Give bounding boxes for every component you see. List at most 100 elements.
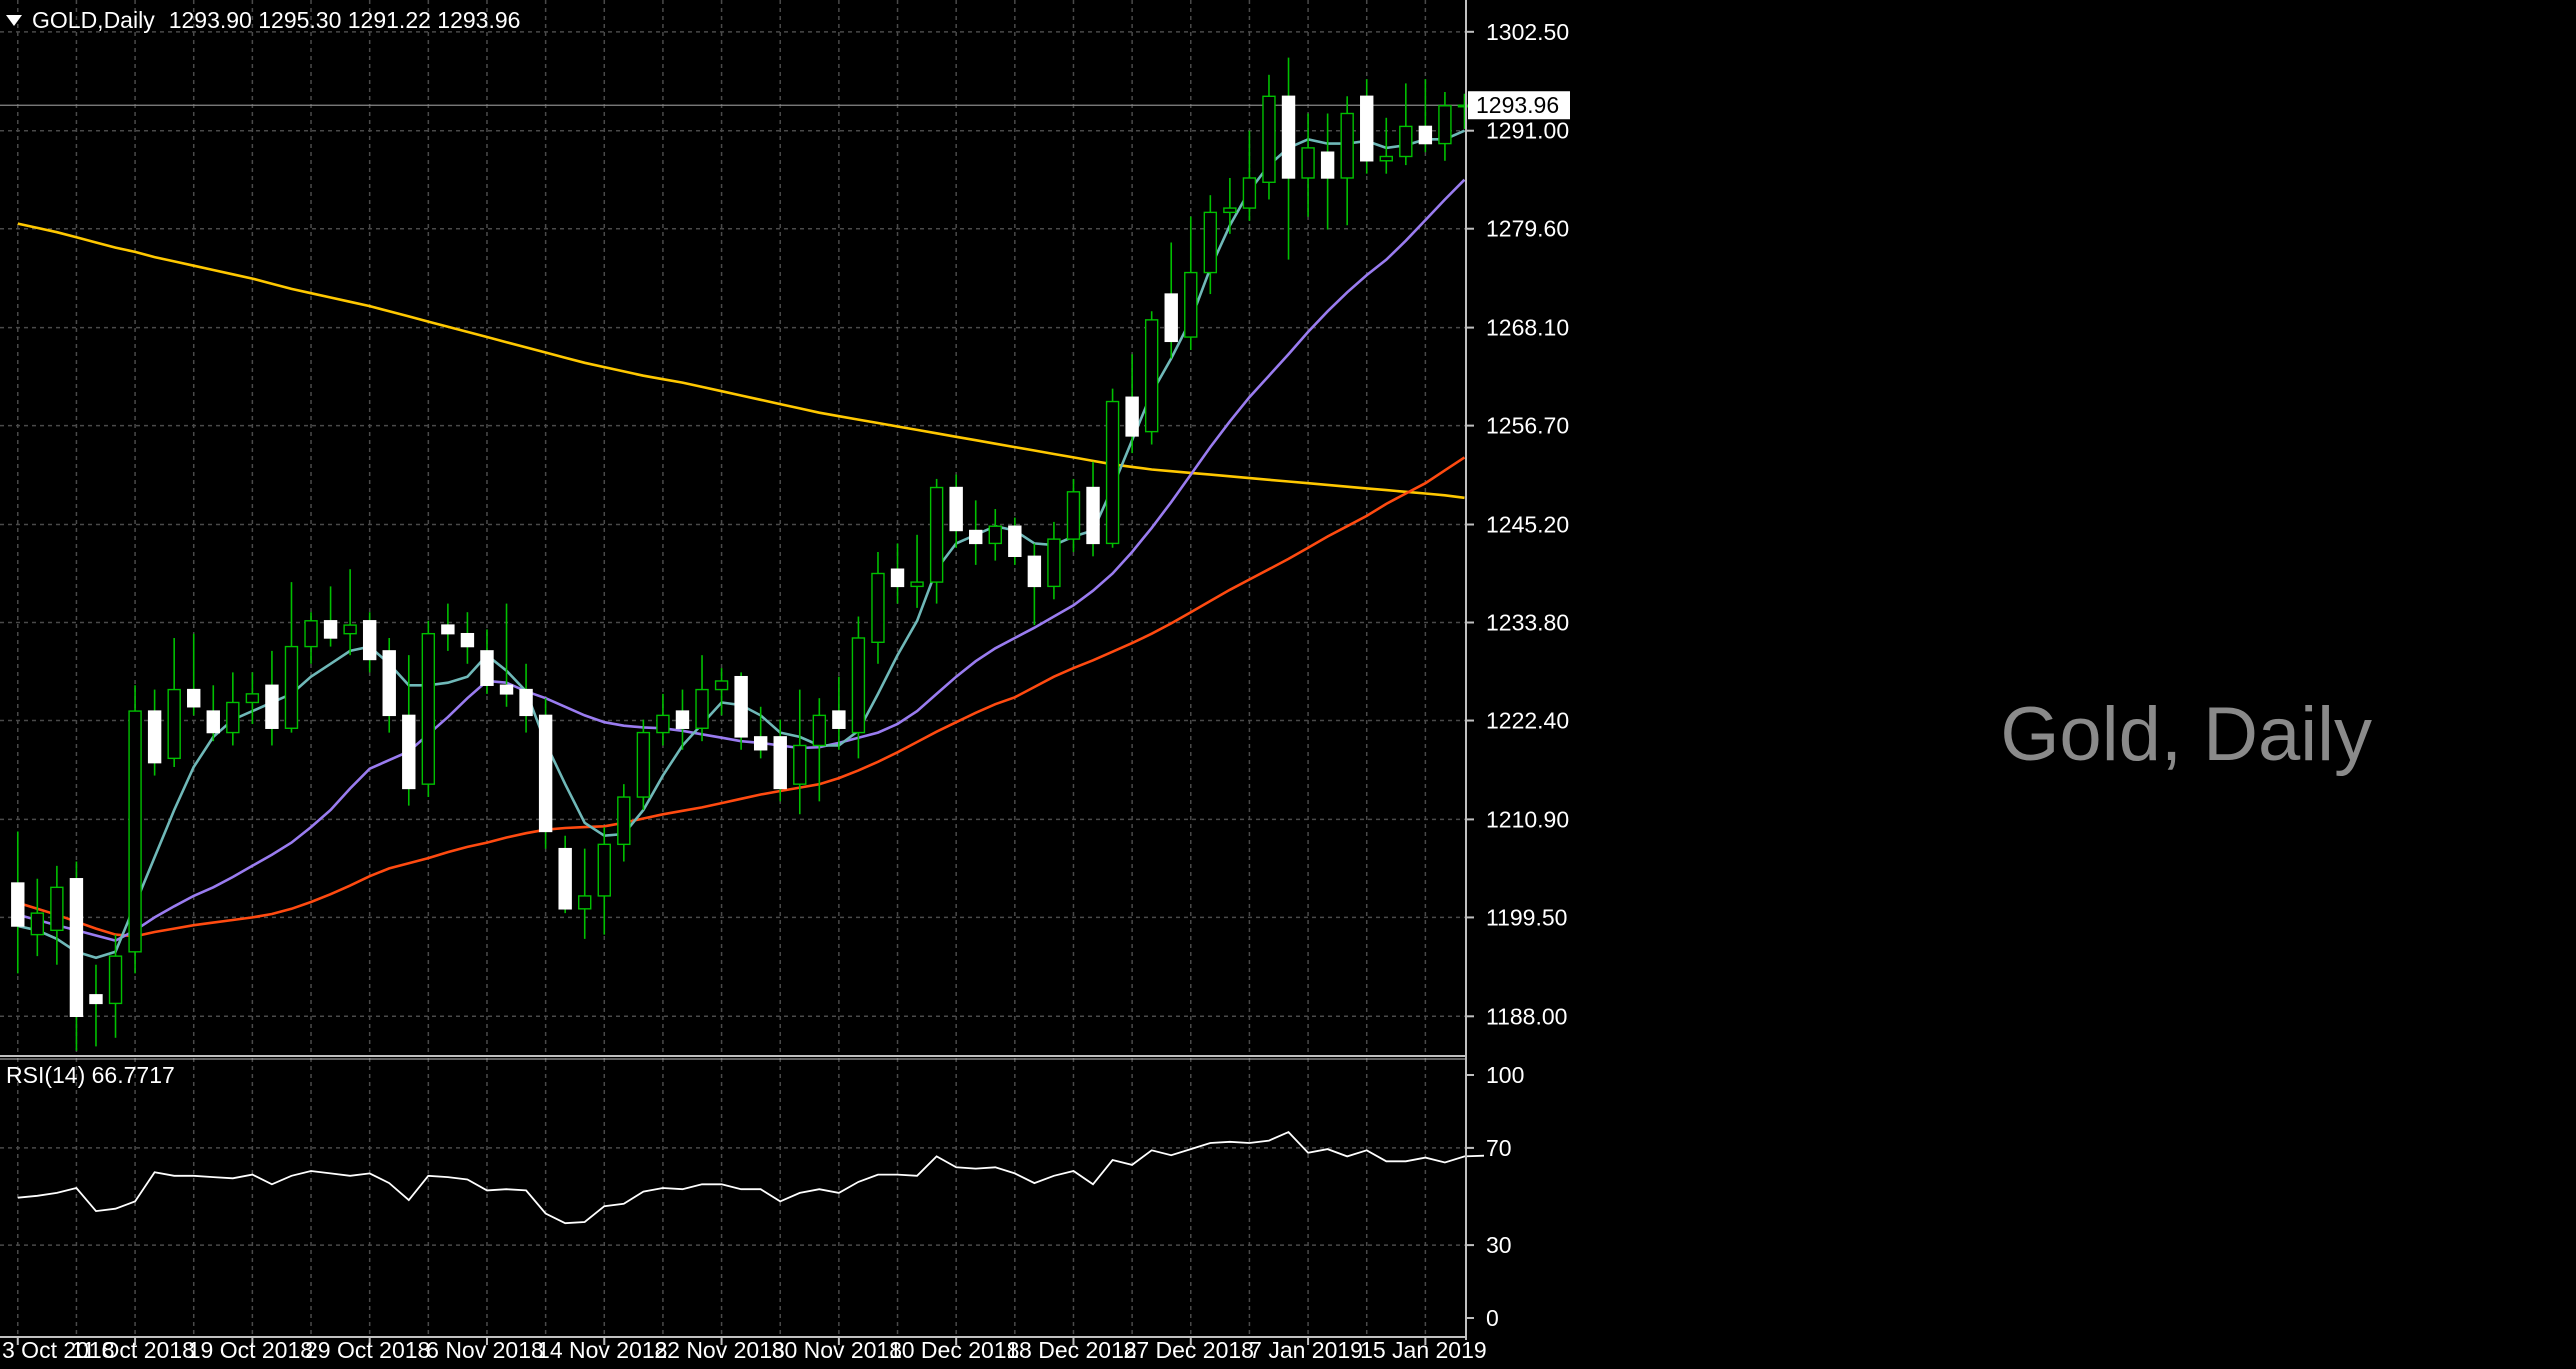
price-tick-label: 1245.20 (1486, 511, 1569, 537)
candle-body-down (832, 710, 846, 729)
candle-body-down (734, 675, 748, 738)
candle-body-up (1184, 271, 1198, 338)
time-tick-label: 14 Nov 2018 (537, 1337, 667, 1363)
price-tick-label: 1222.40 (1486, 708, 1569, 734)
current-price-tag (1468, 91, 1570, 120)
grid-lines (0, 0, 1466, 1335)
candle-body-up (245, 693, 260, 704)
time-tick-label: 3 Oct 2018 (2, 1337, 115, 1363)
candle-body-up (108, 955, 123, 1005)
candle-body-up (851, 637, 866, 734)
moving-average-ma_slow (17, 456, 1466, 938)
candle-body-up (1301, 147, 1315, 179)
time-tick-label: 29 Oct 2018 (305, 1337, 430, 1363)
price-tick-label: 1210.90 (1486, 806, 1569, 832)
candle-body-up (929, 486, 944, 583)
ohlc-values: 1293.90 1295.30 1291.22 1293.96 (168, 6, 521, 33)
candle-body-up (617, 796, 631, 846)
rsi-label: RSI(14) 66.7717 (6, 1062, 175, 1088)
rsi-tick-label: 30 (1486, 1232, 1512, 1258)
moving-average-ma_long (17, 222, 1465, 500)
rsi-indicator (0, 1131, 1485, 1246)
price-tick-label: 1233.80 (1486, 610, 1569, 636)
candle-body-up (1144, 319, 1159, 433)
rsi-tick-label: 100 (1486, 1062, 1524, 1088)
time-tick-label: 27 Dec 2018 (1124, 1337, 1254, 1363)
time-tick-label: 15 Jan 2019 (1360, 1337, 1487, 1363)
candle-body-up (910, 581, 924, 588)
symbol-label: GOLD,Daily (32, 6, 155, 33)
candle-body-down (969, 529, 983, 545)
rsi-tick-label: 0 (1486, 1305, 1499, 1331)
candle-body-down (265, 684, 279, 729)
candle-body-down (147, 710, 162, 764)
time-tick-label: 10 Dec 2018 (889, 1337, 1019, 1363)
candle-body-down (69, 878, 84, 1018)
time-tick-label: 18 Dec 2018 (1006, 1337, 1136, 1363)
candle-body-up (1242, 177, 1257, 209)
chart-watermark: Gold, Daily (2000, 692, 2372, 777)
symbol-info-bar[interactable]: GOLD,Daily 1293.90 1295.30 1291.22 1293.… (4, 4, 520, 36)
candle-body-down (675, 710, 690, 729)
candle-body-down (773, 736, 787, 790)
candle-body-down (362, 620, 377, 661)
candle-body-down (890, 568, 905, 588)
candlesticks (11, 57, 1472, 1051)
candle-body-up (714, 680, 729, 691)
candle-body-down (519, 688, 533, 717)
candle-body-down (11, 882, 25, 927)
candle-body-up (1379, 155, 1393, 162)
candle-body-up (421, 632, 436, 785)
candle-body-up (1340, 112, 1354, 179)
candle-body-down (538, 714, 553, 833)
candle-body-down (1125, 396, 1139, 437)
candle-body-up (988, 525, 1002, 545)
candle-body-down (480, 650, 494, 686)
price-tick-label: 1291.00 (1486, 118, 1569, 144)
time-tick-label: 7 Jan 2019 (1249, 1337, 1363, 1363)
candle-body-up (1262, 95, 1276, 183)
time-tick-label: 22 Nov 2018 (654, 1337, 784, 1363)
candle-body-down (1027, 555, 1042, 588)
candle-body-up (695, 688, 709, 729)
candle-body-down (949, 486, 963, 532)
candle-body-up (1438, 105, 1452, 145)
candle-body-down (1086, 486, 1100, 545)
time-tick-label: 30 Nov 2018 (772, 1337, 902, 1363)
candle-body-up (1223, 207, 1237, 214)
candle-body-down (1281, 95, 1296, 179)
price-tick-label: 1268.10 (1486, 315, 1569, 341)
candle-body-up (167, 688, 181, 760)
candle-body-down (382, 650, 396, 717)
candle-body-down (558, 847, 572, 910)
candle-body-up (304, 620, 318, 648)
price-tick-label: 1188.00 (1486, 1003, 1567, 1029)
candle-body-up (578, 895, 592, 910)
candle-body-down (441, 624, 455, 635)
candle-body-down (89, 994, 103, 1005)
price-tick-label: 1302.50 (1486, 19, 1569, 45)
candle-body-down (499, 684, 514, 695)
price-tick-label: 1256.70 (1486, 413, 1569, 439)
candle-body-up (1203, 211, 1218, 274)
dropdown-triangle-icon[interactable] (6, 14, 22, 26)
candle-body-down (1164, 293, 1178, 343)
candle-body-up (1047, 538, 1061, 588)
candle-body-down (206, 710, 220, 734)
candle-body-down (460, 632, 475, 648)
candle-body-up (812, 714, 827, 747)
candle-body-down (402, 714, 416, 790)
candle-body-up (50, 886, 64, 932)
current-price-label: 1293.96 (1476, 92, 1559, 118)
candle-body-up (30, 912, 45, 936)
candle-body-down (1360, 95, 1374, 162)
candle-body-up (1105, 400, 1120, 545)
time-tick-label: 6 Nov 2018 (426, 1337, 544, 1363)
candle-body-down (753, 736, 768, 751)
time-tick-label: 19 Oct 2018 (188, 1337, 313, 1363)
candle-body-up (636, 731, 651, 798)
candle-body-down (1320, 151, 1335, 179)
candle-body-down (323, 620, 338, 639)
candle-body-up (656, 714, 670, 734)
